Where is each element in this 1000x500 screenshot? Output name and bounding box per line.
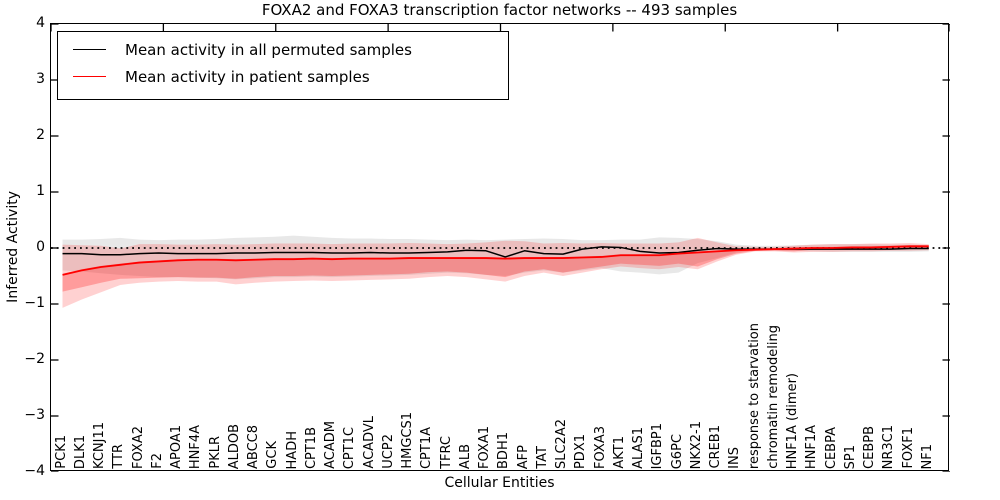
x-tick-label: CPT1B	[303, 426, 319, 469]
patient-mean-line	[62, 245, 929, 276]
patient-outer-range-band	[62, 237, 929, 308]
x-tick-label: PCK1	[53, 435, 69, 469]
x-tick-label: G6PC	[669, 433, 685, 469]
x-tick-label: BDH1	[496, 432, 512, 469]
x-tick-label: chromatin remodeling	[765, 325, 781, 469]
x-tick-label: ABCC8	[246, 424, 261, 469]
legend-label: Mean activity in all permuted samples	[125, 40, 412, 59]
x-tick-label: NF1	[919, 443, 935, 469]
x-tick-label: FOXA2	[130, 426, 146, 469]
chart-title: FOXA2 and FOXA3 transcription factor net…	[261, 1, 738, 19]
x-tick-label: APOA1	[169, 425, 184, 469]
y-tick-label: 1	[36, 183, 45, 199]
x-tick-label: DLK1	[72, 434, 88, 469]
x-tick-label: CEBPA	[823, 426, 839, 469]
x-tick-label: ALB	[457, 443, 473, 469]
x-tick-label: SLC2A2	[554, 418, 569, 469]
x-axis-label: Cellular Entities	[444, 475, 555, 491]
x-tick-label: HADH	[284, 430, 300, 469]
y-tick-label: −1	[24, 295, 45, 311]
legend-entry: Mean activity in all permuted samples	[58, 36, 508, 63]
x-tick-label: HNF4A	[188, 424, 204, 469]
y-tick-label: 0	[36, 239, 45, 255]
x-tick-label: PKLR	[207, 436, 223, 469]
x-tick-label: F2	[149, 453, 165, 469]
x-tick-label: NKX2-1	[688, 420, 704, 469]
x-tick-label: CPT1C	[342, 426, 358, 469]
x-tick-label: ACADM	[323, 421, 338, 469]
x-tick-label: response to starvation	[746, 322, 762, 469]
x-tick-label: ACADVL	[361, 416, 377, 469]
x-tick-label: INS	[727, 447, 743, 469]
y-tick-label: −2	[24, 351, 45, 367]
x-tick-label: CEBPB	[862, 426, 877, 469]
legend-entry: Mean activity in patient samples	[58, 63, 508, 90]
legend-line-sample	[73, 76, 106, 77]
x-tick-label: FOXF1	[900, 427, 916, 469]
legend-line-sample	[73, 49, 106, 50]
patient-inner-range-band	[62, 245, 929, 292]
x-tick-label: PDX1	[573, 433, 589, 469]
x-tick-label: HNF1A (dimer)	[785, 372, 800, 469]
x-tick-label: FOXA3	[592, 426, 608, 469]
x-tick-label: FOXA1	[477, 426, 492, 469]
x-tick-label: UCP2	[380, 434, 396, 469]
x-tick-label: TTR	[111, 444, 127, 469]
y-tick-label: 4	[36, 15, 45, 31]
x-tick-label: ALAS1	[631, 427, 646, 469]
x-tick-label: KCNJ11	[92, 422, 107, 469]
chart-canvas	[51, 24, 950, 472]
x-tick-label: CPT1A	[419, 426, 435, 469]
y-tick-label: −3	[24, 407, 45, 423]
x-tick-label: GCK	[265, 441, 281, 469]
y-tick-label: 2	[36, 127, 45, 143]
x-tick-label: AFP	[515, 444, 531, 469]
x-tick-label: SP1	[842, 444, 858, 469]
y-tick-label: 3	[36, 71, 45, 87]
x-tick-label: CREB1	[708, 425, 723, 469]
plot-area	[50, 23, 950, 472]
legend-label: Mean activity in patient samples	[125, 67, 370, 86]
x-tick-label: IGFBP1	[650, 422, 666, 469]
x-tick-label: HMGCS1	[400, 412, 415, 469]
x-tick-label: HNF1A	[804, 424, 820, 469]
x-tick-label: ALDOB	[226, 423, 242, 469]
legend: Mean activity in all permuted samples Mea…	[57, 31, 509, 100]
x-tick-label: TFRC	[438, 436, 454, 469]
x-tick-label: NR3C1	[881, 424, 897, 469]
y-tick-label: −4	[24, 463, 45, 479]
x-tick-label: TAT	[534, 446, 550, 469]
x-tick-label: AKT1	[611, 436, 627, 469]
